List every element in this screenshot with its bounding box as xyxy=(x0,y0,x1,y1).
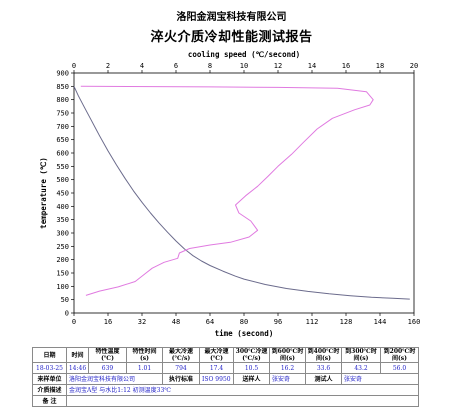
test-results-table: 日期 时间 特性温度(℃) 特性时间(s) 最大冷速(℃/s) 最大冷速(℃) … xyxy=(32,347,419,407)
y-tick-label: 900 xyxy=(56,70,69,78)
y-tick-label: 100 xyxy=(56,283,69,291)
y-axis-title: temperature (℃) xyxy=(39,157,48,229)
sample-row: 来样单位 洛阳金润宝科技有限公司 执行标准 ISO 9950 送样人 张安奇 测… xyxy=(32,373,419,385)
header-time-600: 到600℃时间(s) xyxy=(269,347,306,363)
value-char-temp: 639 xyxy=(88,362,127,374)
header-date: 日期 xyxy=(32,347,67,363)
value-date: 18-03-25 xyxy=(32,362,67,374)
medium-value: 金润宝A型 与水比1:12 初测温度33℃ xyxy=(66,384,419,396)
remarks-label: 备 注 xyxy=(32,395,67,407)
company-name: 洛阳金润宝科技有限公司 xyxy=(176,12,287,23)
medium-label: 介质描述 xyxy=(32,384,67,396)
y-tick-label: 750 xyxy=(56,110,69,118)
sample-label: 来样单位 xyxy=(32,373,67,385)
header-time: 时间 xyxy=(66,347,89,363)
temperature-time-curve xyxy=(73,86,410,300)
value-char-time: 1.01 xyxy=(126,362,163,374)
x-tick-label: 80 xyxy=(240,318,248,326)
x-tick-label: 96 xyxy=(274,318,282,326)
x2-tick-label: 16 xyxy=(342,62,350,70)
value-time-300: 43.2 xyxy=(341,362,381,374)
header-rate-300: 300℃冷速(℃/s) xyxy=(233,347,270,363)
value-time-200: 56.0 xyxy=(380,362,419,374)
y-tick-label: 0 xyxy=(65,310,69,318)
value-time: 14:46 xyxy=(66,362,89,374)
x-tick-label: 48 xyxy=(172,318,180,326)
header-time-200: 到200℃时间(s) xyxy=(380,347,419,363)
x-tick-label: 64 xyxy=(206,318,214,326)
cooling-speed-curve xyxy=(80,85,374,296)
x2-axis-title: cooling speed (℃/second) xyxy=(188,50,300,59)
x2-tick-label: 6 xyxy=(174,62,178,70)
y-tick-label: 150 xyxy=(56,270,69,278)
x-tick-label: 128 xyxy=(340,318,353,326)
y-tick-label: 50 xyxy=(61,296,69,304)
y-tick-label: 500 xyxy=(56,176,69,184)
y-tick-label: 700 xyxy=(56,123,69,131)
header-max-rate: 最大冷速(℃/s) xyxy=(162,347,200,363)
remarks-value xyxy=(66,395,419,407)
x2-tick-label: 2 xyxy=(106,62,110,70)
value-max-rate: 794 xyxy=(162,362,200,374)
y-tick-label: 650 xyxy=(56,136,69,144)
x-tick-label: 144 xyxy=(374,318,387,326)
x-tick-label: 32 xyxy=(138,318,146,326)
y-tick-label: 550 xyxy=(56,163,69,171)
executor-label: 执行标准 xyxy=(162,373,200,385)
y-tick-label: 800 xyxy=(56,96,69,104)
x-tick-label: 160 xyxy=(408,318,421,326)
y-tick-label: 250 xyxy=(56,243,69,251)
y-tick-label: 850 xyxy=(56,83,69,91)
cooling-curve-chart: 0501001502002503003504004505005506006507… xyxy=(39,50,421,338)
medium-row: 介质描述 金润宝A型 与水比1:12 初测温度33℃ xyxy=(32,384,419,396)
x2-tick-label: 20 xyxy=(410,62,418,70)
y-tick-label: 450 xyxy=(56,190,69,198)
y-tick-label: 200 xyxy=(56,256,69,264)
plot-frame xyxy=(73,72,415,314)
x-tick-label: 0 xyxy=(72,318,76,326)
y-tick-label: 350 xyxy=(56,216,69,224)
y-tick-label: 600 xyxy=(56,150,69,158)
sender-value: 张安奇 xyxy=(269,373,306,385)
x2-tick-label: 10 xyxy=(240,62,248,70)
table-header-row: 日期 时间 特性温度(℃) 特性时间(s) 最大冷速(℃/s) 最大冷速(℃) … xyxy=(32,347,419,363)
x2-tick-label: 8 xyxy=(208,62,212,70)
tester-value: 张安奇 xyxy=(341,373,419,385)
x2-tick-label: 12 xyxy=(274,62,282,70)
x-tick-label: 112 xyxy=(306,318,319,326)
value-time-600: 16.2 xyxy=(269,362,306,374)
executor-value: ISO 9950 xyxy=(199,373,234,385)
header-char-temp: 特性温度(℃) xyxy=(88,347,127,363)
header-time-400: 到400℃时间(s) xyxy=(305,347,342,363)
header-time-300: 到300℃时间(s) xyxy=(341,347,381,363)
value-max-rate-temp: 17.4 xyxy=(199,362,234,374)
value-rate-300: 10.5 xyxy=(233,362,270,374)
remarks-row: 备 注 xyxy=(32,395,419,407)
x-tick-label: 16 xyxy=(104,318,112,326)
header-char-time: 特性时间(s) xyxy=(126,347,163,363)
sample-value: 洛阳金润宝科技有限公司 xyxy=(66,373,163,385)
x2-tick-label: 18 xyxy=(376,62,384,70)
y-tick-label: 400 xyxy=(56,203,69,211)
header-max-rate-temp: 最大冷速(℃) xyxy=(199,347,234,363)
x2-tick-label: 4 xyxy=(140,62,144,70)
y-tick-label: 300 xyxy=(56,230,69,238)
report-title: 淬火介质冷却性能测试报告 xyxy=(150,30,313,45)
table-values-row: 18-03-25 14:46 639 1.01 794 17.4 10.5 16… xyxy=(32,362,419,374)
x-axis-title: time (second) xyxy=(215,329,274,338)
x2-tick-label: 14 xyxy=(308,62,316,70)
value-time-400: 33.6 xyxy=(305,362,342,374)
sender-label: 送样人 xyxy=(233,373,270,385)
tester-label: 测试人 xyxy=(305,373,342,385)
x2-tick-label: 0 xyxy=(72,62,76,70)
